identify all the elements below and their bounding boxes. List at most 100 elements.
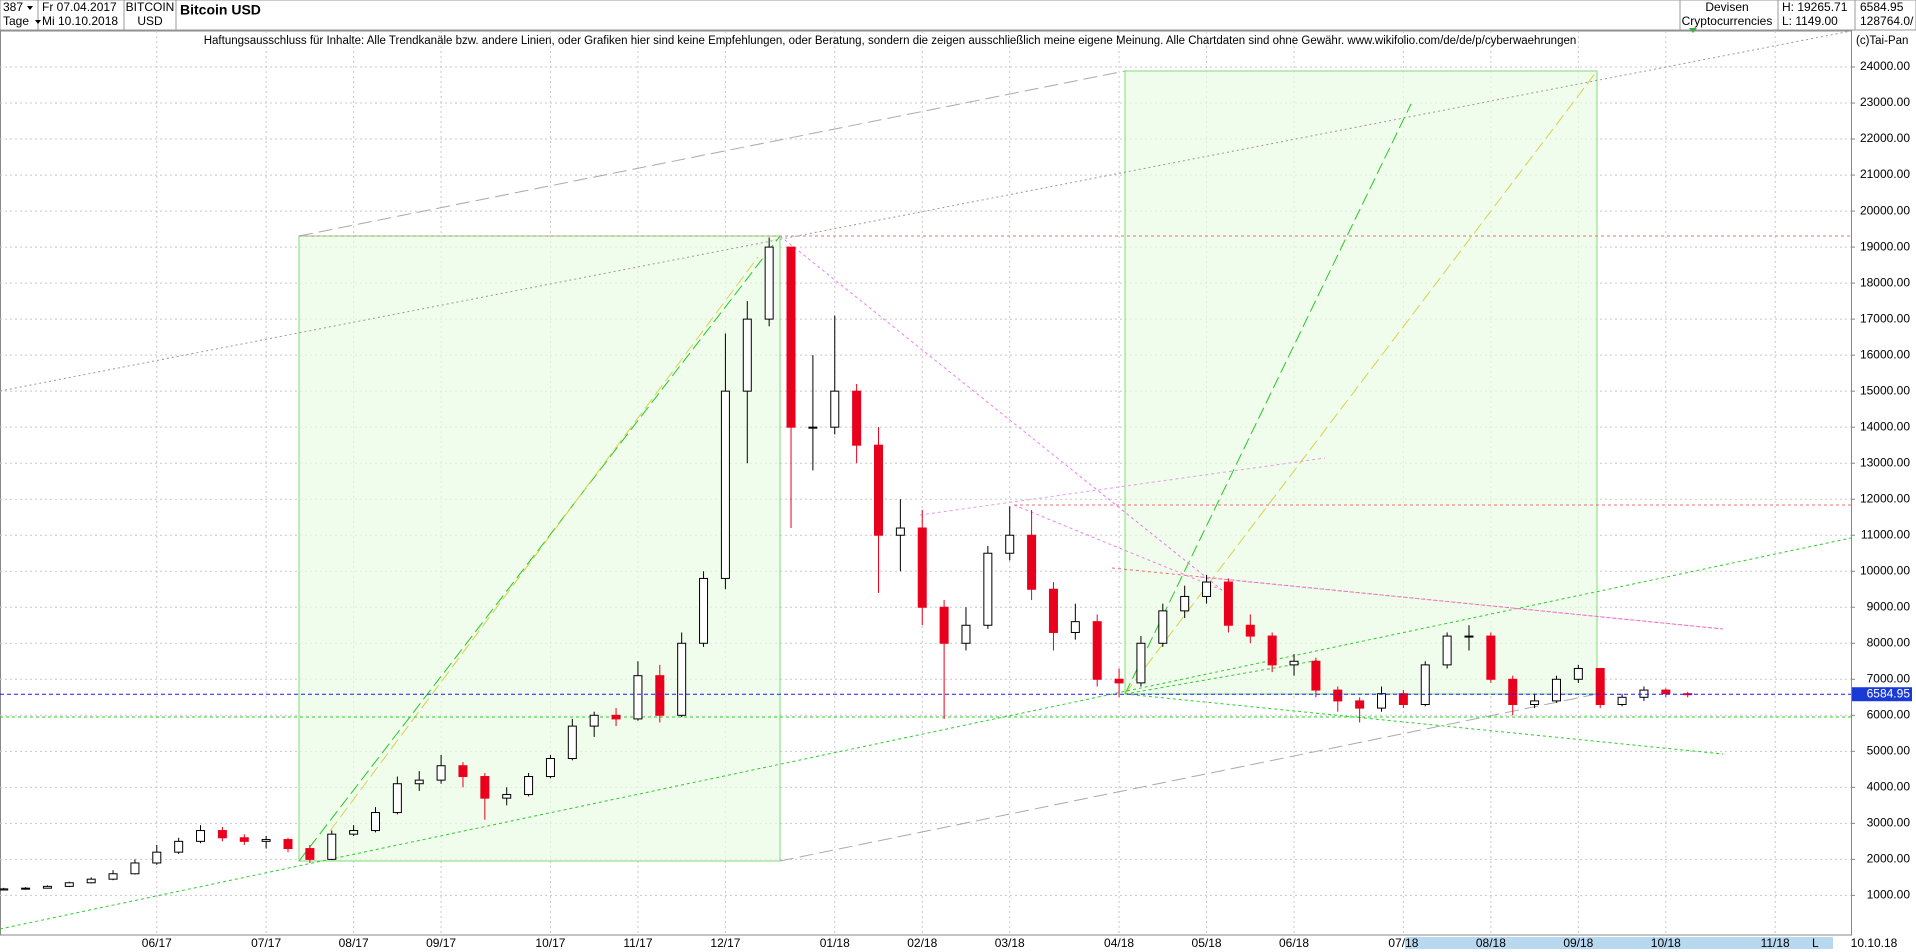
drawings <box>0 30 1852 930</box>
candle-body <box>349 830 359 835</box>
candle-body <box>1289 660 1299 666</box>
candle-body <box>108 873 118 880</box>
group: Devisen <box>1705 0 1748 14</box>
candle-body <box>1486 635 1496 680</box>
candle-body <box>939 606 949 644</box>
y-tick-label: 16000.00 <box>1860 347 1910 361</box>
y-tick-label: 22000.00 <box>1860 131 1910 145</box>
candle-body <box>1617 696 1627 705</box>
y-tick-label: 15000.00 <box>1860 383 1910 397</box>
candle-body <box>1661 689 1671 695</box>
candle-body <box>742 318 752 392</box>
candle-body <box>1223 581 1233 626</box>
y-tick-label: 17000.00 <box>1860 311 1910 325</box>
support-line <box>1124 693 1724 755</box>
candle-body <box>764 246 774 320</box>
y-tick-label: 14000.00 <box>1860 419 1910 433</box>
support-line <box>1124 659 1321 695</box>
candle-body <box>1114 678 1124 684</box>
candles <box>0 237 1693 891</box>
last-price-box <box>1852 687 1912 702</box>
fan-line <box>298 235 781 862</box>
candle-body <box>0 888 9 891</box>
y-tick-label: 2000.00 <box>1867 852 1911 866</box>
x-tick-label: 05/18 <box>1192 936 1222 950</box>
y-tick-label: 4000.00 <box>1867 780 1911 794</box>
y-tick-label: 21000.00 <box>1860 167 1910 181</box>
candle-body <box>655 675 665 716</box>
candle-body <box>961 624 971 644</box>
disclaimer: Haftungsausschluss für Inhalte: Alle Tre… <box>204 35 1577 47</box>
x-tick-label: 08/17 <box>339 936 369 950</box>
candle-body <box>1551 678 1561 702</box>
candle-body <box>1202 581 1212 597</box>
period[interactable]: Tage <box>3 14 29 28</box>
candle-body <box>983 552 993 626</box>
candle-body <box>611 714 621 720</box>
candle-body <box>1180 595 1190 612</box>
candle-body <box>436 765 446 781</box>
candle-body <box>874 444 883 536</box>
scrollbar[interactable] <box>1405 937 1833 949</box>
candle-body <box>1070 621 1080 633</box>
y-tick-label: 20000.00 <box>1860 203 1910 217</box>
candle-body <box>21 887 31 890</box>
y-tick-label: 7000.00 <box>1867 671 1911 685</box>
candle-body <box>895 527 905 536</box>
candle-body <box>1136 642 1146 684</box>
candle-body <box>1573 667 1583 680</box>
count[interactable]: 387 <box>3 0 23 14</box>
x-tick-label: 01/18 <box>820 936 850 950</box>
candle-body <box>1158 610 1168 644</box>
candle-body <box>1267 635 1277 666</box>
candle-body <box>1639 689 1649 698</box>
candle-body <box>130 862 140 875</box>
y-tick-label: 1000.00 <box>1867 888 1911 902</box>
candle-body <box>1377 693 1387 709</box>
candle-body <box>1355 700 1365 709</box>
y-tick-label: 10000.00 <box>1860 563 1910 577</box>
candle-body <box>1508 678 1518 705</box>
x-tick-label: 11/17 <box>623 936 652 950</box>
candle-body <box>699 577 709 644</box>
axis-mode[interactable]: L <box>1812 936 1819 950</box>
candle-body <box>1245 624 1255 637</box>
x-tick-label: 02/18 <box>907 936 937 950</box>
candle-body <box>196 830 206 842</box>
candle-body <box>283 839 293 850</box>
candle-body <box>786 246 796 428</box>
candle-body <box>677 642 687 716</box>
candle-body <box>1442 635 1452 666</box>
candle-body <box>1027 534 1037 590</box>
x-tick-label: 08/18 <box>1476 936 1506 950</box>
last-info: 6584.95 <box>1860 0 1904 14</box>
candle-body <box>1420 664 1430 705</box>
candle-body <box>545 758 555 778</box>
x-tick-label: 03/18 <box>995 936 1025 950</box>
symbol: BITCOIN <box>126 0 175 14</box>
y-tick-label: 9000.00 <box>1867 599 1911 613</box>
end-date: Mi 10.10.2018 <box>42 14 118 28</box>
candle-body <box>42 885 52 889</box>
low-info: L: 1149.00 <box>1782 14 1838 28</box>
header-bar <box>0 0 1916 31</box>
subgroup: Cryptocurrencies <box>1682 14 1773 28</box>
y-tick-label: 24000.00 <box>1860 59 1910 73</box>
trend-line <box>298 70 1126 237</box>
candle-body <box>86 878 96 884</box>
y-tick-label: 3000.00 <box>1867 816 1911 830</box>
y-tick-label: 18000.00 <box>1860 275 1910 289</box>
y-tick-label: 19000.00 <box>1860 239 1910 253</box>
volume-info: 128764.0/ <box>1860 14 1914 28</box>
copyright: (c)Tai-Pan <box>1856 35 1908 47</box>
trend-line <box>919 457 1326 516</box>
trend-line <box>779 235 1223 591</box>
x-tick-label: 06/17 <box>142 936 172 950</box>
candle-body <box>1333 689 1343 702</box>
candle-body <box>1092 621 1102 680</box>
x-tick-label: 06/18 <box>1279 936 1309 950</box>
candle-body <box>1311 660 1321 691</box>
high-info: H: 19265.71 <box>1782 0 1848 14</box>
candle-body <box>524 776 534 796</box>
